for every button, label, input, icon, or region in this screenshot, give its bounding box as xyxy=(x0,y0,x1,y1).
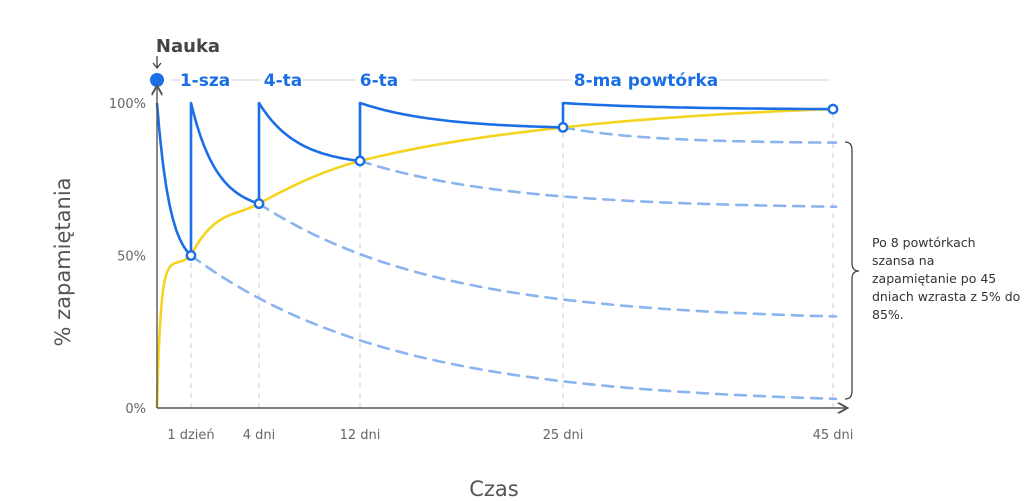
forgetting-segment-3 xyxy=(257,101,361,204)
retention-point-day-45 xyxy=(827,103,839,115)
repetition-label-1: 1-sza xyxy=(180,71,230,91)
repetition-label-4: 8-ma powtórka xyxy=(574,71,719,91)
retention-point-day-25 xyxy=(557,122,569,133)
y-tick-100: 100% xyxy=(109,97,146,112)
forgetting-segment-5 xyxy=(561,101,833,128)
repetition-label-2: 4-ta xyxy=(264,71,302,91)
projected-curve-2 xyxy=(257,202,838,318)
projected-curve-1 xyxy=(189,254,838,401)
annotation-bracket xyxy=(844,141,860,400)
x-tick-4: 4 dni xyxy=(243,428,276,443)
y-tick-50: 50% xyxy=(117,250,146,265)
annotation-text: Po 8 powtórkach szansa na zapamiętanie p… xyxy=(872,235,1021,322)
retention-curve xyxy=(155,107,834,409)
x-tick-12: 12 dni xyxy=(340,428,381,443)
start-dot xyxy=(150,73,164,87)
y-tick-0: 0% xyxy=(125,402,146,417)
forgetting-segment-2 xyxy=(189,101,260,256)
retention-point-day-4 xyxy=(253,198,265,210)
forgetting-segment-1 xyxy=(155,102,192,257)
x-axis-title: Czas xyxy=(469,477,519,501)
projected-curve-3 xyxy=(358,159,838,208)
forgetting-segment-4 xyxy=(358,101,564,161)
x-tick-25: 25 dni xyxy=(543,428,584,443)
retention-point-day-1 xyxy=(185,250,197,261)
x-tick-45: 45 dni xyxy=(813,428,854,443)
retention-point-day-12 xyxy=(354,155,366,167)
start-arrow-head xyxy=(152,62,162,70)
y-axis-title: % zapamiętania xyxy=(51,177,75,346)
repetition-label-3: 6-ta xyxy=(360,71,398,91)
x-tick-1: 1 dzień xyxy=(167,428,214,443)
start-label: Nauka xyxy=(156,36,220,57)
projected-curve-4 xyxy=(561,126,838,144)
